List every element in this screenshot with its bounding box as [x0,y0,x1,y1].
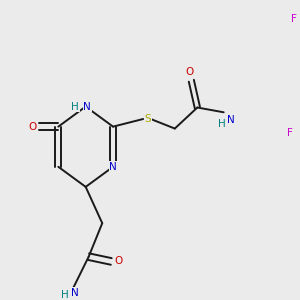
Text: O: O [186,67,194,77]
Text: H: H [71,102,79,112]
Text: S: S [144,114,151,124]
Text: N: N [227,115,235,125]
Text: F: F [291,14,297,24]
Text: O: O [28,122,37,132]
Text: O: O [114,256,122,266]
Text: H: H [61,290,68,300]
Text: F: F [287,128,293,138]
Text: N: N [83,102,91,112]
Text: N: N [109,162,117,172]
Text: H: H [218,119,226,129]
Text: N: N [70,288,78,298]
